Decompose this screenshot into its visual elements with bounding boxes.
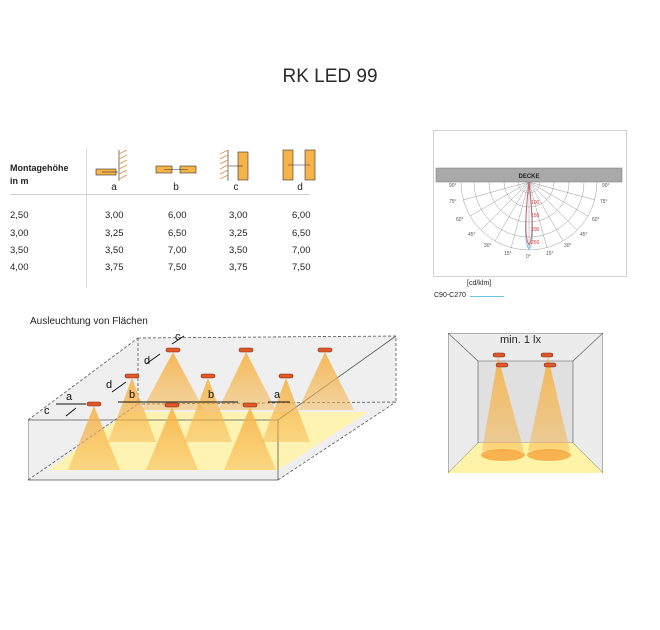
angle-label: 15° xyxy=(504,251,512,257)
ring-value: 250 xyxy=(531,240,540,246)
row-b: 7,50 xyxy=(168,262,187,273)
dimension-letter: a xyxy=(274,389,281,401)
lamp-spacing-b-icon xyxy=(155,165,197,174)
polar-diagram: DECKE 100 150 200 250 90° 75° 60° 45° 30… xyxy=(433,130,627,277)
table-header-rule xyxy=(10,194,310,195)
room-view xyxy=(448,333,603,473)
page-title: RK LED 99 xyxy=(282,66,378,87)
ring-value: 200 xyxy=(531,227,540,233)
angle-label: 15° xyxy=(546,251,554,257)
lamp-icon xyxy=(200,373,216,379)
ring-value: 150 xyxy=(531,213,540,219)
angle-label: 60° xyxy=(592,217,600,223)
row-a: 3,25 xyxy=(105,228,124,239)
row-b: 7,00 xyxy=(168,245,187,256)
dimension-letter: b xyxy=(208,389,214,401)
angle-label: 90° xyxy=(449,183,457,189)
ceiling-label: DECKE xyxy=(518,174,539,180)
ring-value: 100 xyxy=(531,200,540,206)
table-header-label: Montagehöhe in m xyxy=(10,162,80,188)
lamp-icon xyxy=(164,402,180,408)
unit-label: [cd/klm] xyxy=(467,280,492,287)
row-d: 6,00 xyxy=(292,210,311,221)
lamp-icon xyxy=(238,347,254,353)
min-illuminance-label: min. 1 lx xyxy=(500,334,541,346)
polar-diagram-graphic: DECKE 100 150 200 250 90° 75° 60° 45° 30… xyxy=(435,167,623,260)
table-divider xyxy=(86,148,87,288)
dimension-letter: b xyxy=(129,389,135,401)
intensity-curve-c0 xyxy=(525,181,533,246)
row-a: 3,75 xyxy=(105,262,124,273)
dimension-letter: d xyxy=(106,379,112,391)
col-d-letter: d xyxy=(297,182,303,193)
lamp-icon xyxy=(278,373,294,379)
section-title: Ausleuchtung von Flächen xyxy=(30,316,148,327)
lamp-icon xyxy=(317,347,333,353)
col-c-letter: c xyxy=(233,182,239,193)
curve-legend-line xyxy=(470,296,504,297)
angle-label: 45° xyxy=(468,232,476,238)
row-d: 6,50 xyxy=(292,228,311,239)
dimension-letter: c xyxy=(44,405,50,417)
curve-label: C90-C270 xyxy=(434,292,466,299)
wall-spacing-c-icon xyxy=(219,149,249,181)
dimension-letter: d xyxy=(144,355,150,367)
lamp-icon xyxy=(492,352,506,358)
row-c: 3,00 xyxy=(229,210,248,221)
angle-label: 60° xyxy=(456,217,464,223)
row-a: 3,00 xyxy=(105,210,124,221)
angle-label: 0° xyxy=(526,254,531,260)
row-c: 3,75 xyxy=(229,262,248,273)
row-c: 3,50 xyxy=(229,245,248,256)
row-height: 2,50 xyxy=(10,210,29,221)
col-a-letter: a xyxy=(111,182,117,193)
angle-label: 30° xyxy=(484,243,492,249)
dimension-letter: a xyxy=(66,391,73,403)
row-d: 7,50 xyxy=(292,262,311,273)
header-label-line1: Montagehöhe xyxy=(10,163,69,173)
angle-label: 75° xyxy=(449,199,457,205)
row-d: 7,00 xyxy=(292,245,311,256)
row-height: 3,00 xyxy=(10,228,29,239)
row-c: 3,25 xyxy=(229,228,248,239)
dimension-letter: c xyxy=(175,331,181,343)
lamp-icon xyxy=(242,402,258,408)
illumination-scene: c d d a c b b a xyxy=(28,331,397,481)
angle-label: 30° xyxy=(564,243,572,249)
row-b: 6,50 xyxy=(168,228,187,239)
lamp-spacing-d-icon xyxy=(282,149,316,181)
header-label-line2: in m xyxy=(10,176,29,186)
lamp-group xyxy=(86,347,333,408)
angle-label: 75° xyxy=(600,199,608,205)
col-b-letter: b xyxy=(173,182,179,193)
wall-spacing-a-icon xyxy=(95,149,128,181)
angle-label: 90° xyxy=(602,183,610,189)
row-height: 3,50 xyxy=(10,245,29,256)
row-height: 4,00 xyxy=(10,262,29,273)
row-b: 6,00 xyxy=(168,210,187,221)
lamp-icon xyxy=(495,362,509,368)
lamp-icon xyxy=(165,347,181,353)
lamp-icon xyxy=(543,362,557,368)
lamp-icon xyxy=(124,373,140,379)
row-a: 3,50 xyxy=(105,245,124,256)
lamp-icon xyxy=(540,352,554,358)
angle-label: 45° xyxy=(580,232,588,238)
lamp-icon xyxy=(86,401,102,407)
